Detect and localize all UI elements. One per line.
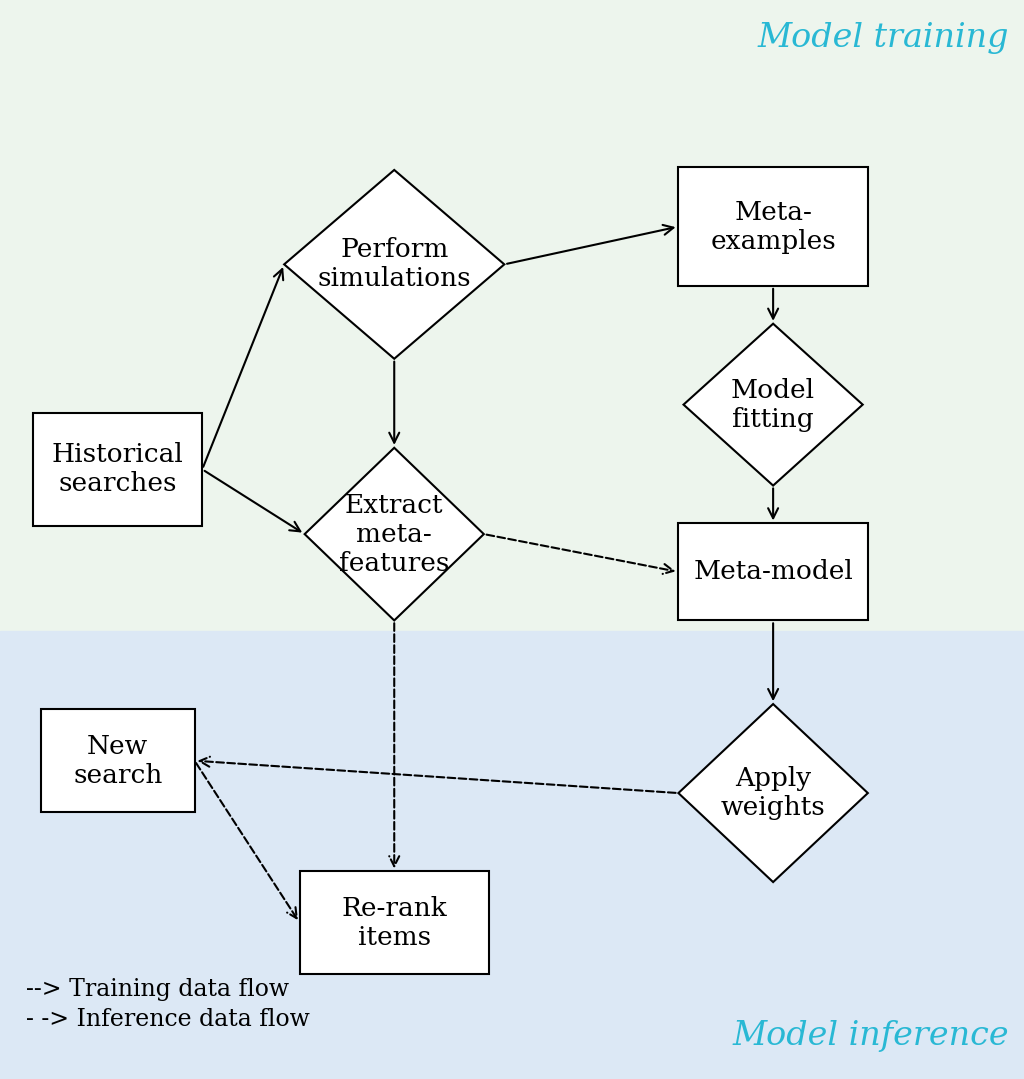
Bar: [41, 710, 195, 811]
Text: Perform
simulations: Perform simulations: [317, 237, 471, 291]
Text: Extract
meta-
features: Extract meta- features: [339, 493, 450, 575]
Bar: [678, 167, 867, 286]
Polygon shape: [305, 448, 484, 620]
Text: Model
fitting: Model fitting: [731, 378, 815, 432]
Text: New
search: New search: [73, 734, 163, 788]
Text: Re-rank
items: Re-rank items: [341, 896, 447, 950]
Bar: [0, 0, 1024, 631]
Text: Model inference: Model inference: [732, 1020, 1009, 1052]
Polygon shape: [684, 324, 862, 486]
Bar: [678, 523, 867, 620]
Bar: [299, 872, 489, 973]
Text: Historical
searches: Historical searches: [52, 442, 183, 496]
Text: - -> Inference data flow: - -> Inference data flow: [26, 1008, 309, 1032]
Bar: [33, 413, 203, 527]
Text: Apply
weights: Apply weights: [721, 766, 825, 820]
Text: Meta-model: Meta-model: [693, 559, 853, 585]
Polygon shape: [678, 704, 868, 883]
Text: Meta-
examples: Meta- examples: [711, 200, 836, 254]
Text: --> Training data flow: --> Training data flow: [26, 978, 289, 1001]
Text: Model training: Model training: [757, 22, 1009, 54]
Polygon shape: [285, 169, 504, 358]
Bar: [0, 631, 1024, 1079]
